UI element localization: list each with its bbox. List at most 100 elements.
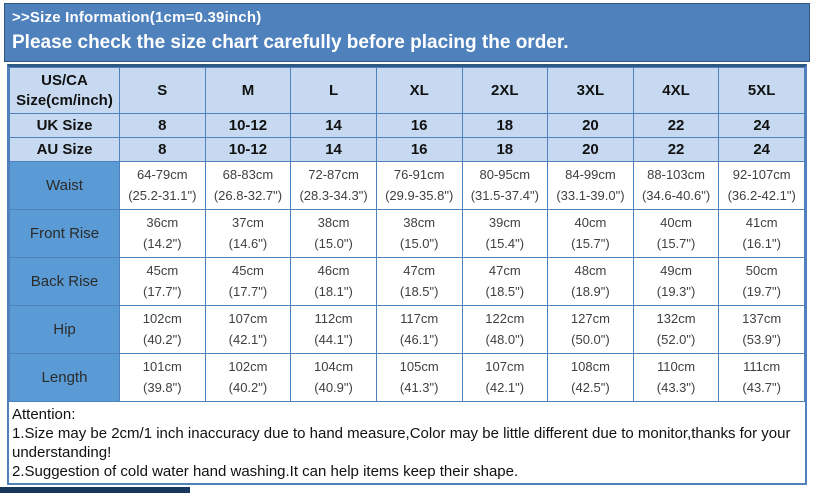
- inch-value: (40.2"): [143, 331, 182, 347]
- inch-value: (18.9"): [571, 283, 610, 299]
- measurement-cell: 47cm (18.5"): [375, 257, 463, 306]
- size-cell: 14: [290, 137, 377, 162]
- inch-value: (18.5"): [399, 283, 439, 299]
- measurement-cell: 76-91cm (29.9-35.8"): [375, 161, 463, 210]
- cm-value: 107cm: [228, 311, 268, 327]
- size-header-2xl: 2XL: [461, 67, 549, 114]
- inch-value: (14.2"): [143, 235, 182, 251]
- size-header-5xl: 5XL: [718, 67, 805, 114]
- size-header-xl: XL: [375, 67, 463, 114]
- inch-value: (40.9"): [314, 379, 353, 395]
- corner-header-line2: Size(cm/inch): [16, 91, 113, 109]
- size-cell: 20: [547, 137, 634, 162]
- measurement-cell: 107cm (42.1"): [461, 353, 549, 402]
- inch-value: (14.6"): [228, 235, 268, 251]
- cm-value: 38cm: [317, 215, 350, 231]
- inch-value: (19.3"): [656, 283, 696, 299]
- size-cell: 16: [375, 113, 463, 138]
- next-section-bar: [0, 487, 190, 493]
- cm-value: 36cm: [146, 215, 179, 231]
- cm-value: 76-91cm: [393, 167, 445, 183]
- row-label-waist: Waist: [9, 161, 120, 210]
- row-label-au-size: AU Size: [9, 137, 120, 162]
- size-cell: 14: [290, 113, 377, 138]
- measurement-cell: 39cm (15.4"): [461, 209, 549, 258]
- measurement-cell: 102cm (40.2"): [119, 305, 206, 354]
- table-row-front-rise: Front Rise 36cm (14.2") 37cm (14.6") 38cm (…: [9, 209, 805, 258]
- row-label-uk-size: UK Size: [9, 113, 120, 138]
- size-cell: 24: [718, 113, 805, 138]
- cm-value: 102cm: [228, 359, 268, 375]
- measurement-cell: 137cm (53.9"): [718, 305, 805, 354]
- cm-value: 127cm: [570, 311, 610, 327]
- measurement-cell: 122cm (48.0"): [461, 305, 549, 354]
- measurement-cell: 84-99cm (33.1-39.0"): [547, 161, 634, 210]
- inch-value: (28.3-34.3"): [299, 187, 368, 203]
- measurement-cell: 117cm (46.1"): [375, 305, 463, 354]
- inch-value: (53.9"): [742, 331, 781, 347]
- cm-value: 47cm: [488, 263, 521, 279]
- banner-subtitle: Please check the size chart carefully be…: [12, 32, 569, 53]
- cm-value: 111cm: [743, 359, 781, 375]
- cm-value: 122cm: [485, 311, 525, 327]
- measurement-cell: 105cm (41.3"): [375, 353, 463, 402]
- cm-value: 88-103cm: [647, 167, 705, 183]
- cm-value: 107cm: [485, 359, 525, 375]
- measurement-cell: 72-87cm (28.3-34.3"): [290, 161, 377, 210]
- attention-note-2: 2.Suggestion of cold water hand washing.…: [12, 463, 519, 480]
- measurement-cell: 102cm (40.2"): [204, 353, 292, 402]
- size-cell: 16: [375, 137, 463, 162]
- inch-value: (16.1"): [742, 235, 781, 251]
- measurement-cell: 48cm (18.9"): [547, 257, 634, 306]
- measurement-cell: 37cm (14.6"): [204, 209, 292, 258]
- inch-value: (15.0"): [399, 235, 439, 251]
- cm-value: 117cm: [400, 311, 439, 327]
- inch-value: (17.7"): [228, 283, 268, 299]
- measurement-cell: 38cm (15.0"): [290, 209, 377, 258]
- cm-value: 92-107cm: [732, 167, 791, 183]
- size-cell: 10-12: [204, 137, 292, 162]
- inch-value: (18.1"): [314, 283, 353, 299]
- cm-value: 37cm: [232, 215, 264, 231]
- inch-value: (43.7"): [742, 379, 781, 395]
- measurement-cell: 41cm (16.1"): [718, 209, 805, 258]
- cm-value: 101cm: [142, 359, 182, 375]
- size-cell: 22: [632, 137, 720, 162]
- cm-value: 72-87cm: [308, 167, 359, 183]
- banner: >>Size Information(1cm=0.39inch) Please …: [4, 3, 810, 62]
- cm-value: 132cm: [656, 311, 696, 327]
- cm-value: 64-79cm: [137, 167, 188, 183]
- size-header-3xl: 3XL: [547, 67, 634, 114]
- measurement-cell: 108cm (42.5"): [547, 353, 634, 402]
- cm-value: 105cm: [399, 359, 439, 375]
- inch-value: (36.2-42.1"): [727, 187, 796, 203]
- measurement-cell: 46cm (18.1"): [290, 257, 377, 306]
- inch-value: (52.0"): [656, 331, 696, 347]
- inch-value: (15.7"): [571, 235, 610, 251]
- inch-value: (39.8"): [143, 379, 182, 395]
- inch-value: (31.5-37.4"): [470, 187, 539, 203]
- cm-value: 137cm: [742, 311, 782, 327]
- inch-value: (40.2"): [228, 379, 268, 395]
- measurement-cell: 111cm (43.7"): [718, 353, 805, 402]
- measurement-cell: 104cm (40.9"): [290, 353, 377, 402]
- corner-header: US/CA Size(cm/inch): [9, 67, 120, 114]
- cm-value: 68-83cm: [222, 167, 274, 183]
- inch-value: (33.1-39.0"): [556, 187, 625, 203]
- content-frame: US/CA Size(cm/inch) S M L XL 2XL 3XL 4XL…: [7, 64, 807, 485]
- cm-value: 84-99cm: [565, 167, 616, 183]
- cm-value: 40cm: [660, 215, 692, 231]
- size-header-l: L: [290, 67, 377, 114]
- inch-value: (34.6-40.6"): [641, 187, 711, 203]
- measurement-cell: 112cm (44.1"): [290, 305, 377, 354]
- cm-value: 46cm: [317, 263, 350, 279]
- cm-value: 49cm: [660, 263, 692, 279]
- inch-value: (48.0"): [485, 331, 525, 347]
- measurement-cell: 110cm (43.3"): [632, 353, 720, 402]
- inch-value: (15.4"): [485, 235, 525, 251]
- cm-value: 48cm: [574, 263, 607, 279]
- inch-value: (17.7"): [143, 283, 182, 299]
- size-cell: 24: [718, 137, 805, 162]
- size-cell: 22: [632, 113, 720, 138]
- cm-value: 45cm: [146, 263, 179, 279]
